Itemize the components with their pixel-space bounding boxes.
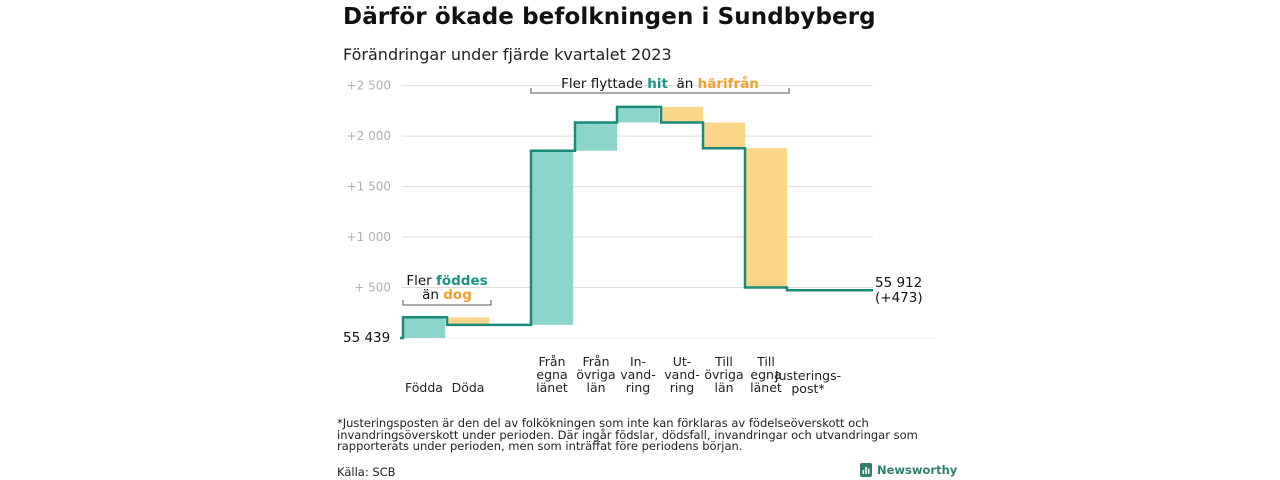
chart-title: Därför ökade befolkningen i Sundbyberg <box>343 4 876 30</box>
end-value-label: 55 912 <box>875 275 922 291</box>
births-annotation-line1: Fler föddes <box>406 273 487 289</box>
moves-annotation: Fler flyttade hit än härifrån <box>561 75 759 92</box>
category-label: vand- <box>620 367 655 382</box>
births-bracket <box>402 300 492 306</box>
waterfall-bar <box>575 122 617 151</box>
category-label: Födda <box>405 380 443 395</box>
waterfall-bar <box>617 106 659 123</box>
step-line <box>400 105 873 340</box>
start-value-label: 55 439 <box>343 330 390 346</box>
waterfall-bar <box>703 122 745 149</box>
waterfall-bar <box>531 150 573 325</box>
waterfall-bar <box>403 317 445 338</box>
category-label: län <box>586 380 605 395</box>
category-label: länet <box>536 380 568 395</box>
end-change-label: (+473) <box>875 290 923 306</box>
category-label: länet <box>750 380 782 395</box>
y-tick-label: +2 500 <box>347 79 391 93</box>
bar-chart-logo-icon <box>860 463 872 477</box>
category-label: Ut- <box>673 354 692 369</box>
births-annotation-text: Fler <box>406 273 436 289</box>
category-label: Till <box>714 354 733 369</box>
category-label: ring <box>670 380 694 395</box>
moves-bracket <box>530 88 790 94</box>
category-label: län <box>714 380 733 395</box>
births-annotation-text: än <box>422 287 443 303</box>
source-note: Källa: SCB <box>337 465 396 479</box>
brand-logo: Newsworthy <box>860 463 957 477</box>
category-label: egna <box>536 367 567 382</box>
births-annotation-line2: än dog <box>422 287 472 303</box>
category-label: ring <box>626 380 650 395</box>
category-label: övriga <box>576 367 615 382</box>
brand-name: Newsworthy <box>877 463 958 477</box>
y-tick-label: +1 500 <box>347 180 391 194</box>
category-label: vand- <box>664 367 699 382</box>
category-label: Döda <box>452 380 485 395</box>
category-label: egna <box>750 367 781 382</box>
category-label: Från <box>582 354 609 369</box>
moves-annotation-text: Fler flyttade <box>561 76 647 92</box>
deaths-highlight: dog <box>443 287 472 303</box>
moves-highlight: hit <box>647 76 668 92</box>
category-label: Justerings- <box>774 368 841 383</box>
footnote: *Justeringsposten är den del av folkökni… <box>337 416 918 454</box>
chart-subtitle: Förändringar under fjärde kvartalet 2023 <box>343 45 672 64</box>
category-label: övriga <box>704 367 743 382</box>
waterfall-bar <box>661 106 703 123</box>
waterfall-bar <box>745 148 787 288</box>
moves-annotation-text: än <box>668 76 698 92</box>
category-label: post* <box>791 381 824 396</box>
category-label: In- <box>630 354 646 369</box>
category-label: Från <box>538 354 565 369</box>
y-tick-label: +2 000 <box>347 129 391 143</box>
y-tick-label: + 500 <box>354 281 391 295</box>
moves-highlight: härifrån <box>698 75 759 92</box>
waterfall-bar <box>447 317 489 325</box>
category-label: Till <box>756 354 775 369</box>
y-tick-label: +1 000 <box>347 230 391 244</box>
births-highlight: föddes <box>436 273 488 289</box>
